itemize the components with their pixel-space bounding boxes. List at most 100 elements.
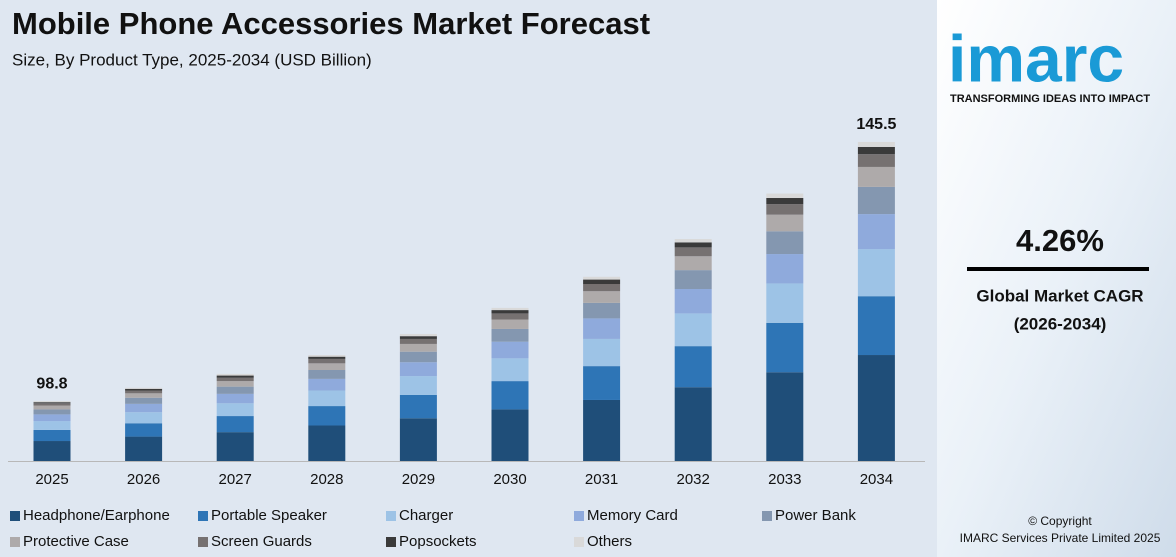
- bar-segment: [491, 409, 529, 461]
- legend-label: Protective Case: [23, 533, 129, 550]
- bar-segment: [125, 390, 163, 394]
- x-tick-label: 2029: [402, 471, 435, 488]
- bar-segment: [399, 418, 437, 461]
- bar-segment: [125, 397, 163, 404]
- bar-segment: [491, 307, 529, 311]
- x-tick-label: 2025: [35, 471, 68, 488]
- bar-segment: [216, 403, 254, 417]
- bar-segment: [766, 372, 804, 461]
- bar-segment: [308, 378, 346, 391]
- bar-segment: [216, 393, 254, 404]
- bar-segment: [766, 214, 804, 232]
- bar-segment: [766, 231, 804, 255]
- bar-segment: [216, 375, 254, 378]
- bar-segment: [583, 338, 621, 367]
- bar-segment: [857, 355, 895, 461]
- legend-label: Popsockets: [399, 533, 477, 550]
- bar-segment: [308, 425, 346, 461]
- bar-segment: [308, 406, 346, 426]
- x-tick-label: 2028: [310, 471, 343, 488]
- bar-segment: [857, 214, 895, 250]
- legend-label: Headphone/Earphone: [23, 507, 170, 524]
- bar-segment: [583, 399, 621, 461]
- bar-segment: [216, 381, 254, 387]
- bar-segment: [33, 441, 71, 461]
- bar-segment: [308, 356, 346, 359]
- bar-segment: [33, 409, 71, 415]
- bar-segment: [857, 154, 895, 167]
- bar-segment: [766, 283, 804, 323]
- bar-segment: [216, 373, 254, 376]
- bar-segment: [491, 328, 529, 342]
- bar-segment: [33, 403, 71, 406]
- bar-segment: [857, 146, 895, 155]
- bar-segment: [857, 166, 895, 187]
- bar-segment: [674, 239, 712, 243]
- bar-segment: [674, 247, 712, 257]
- bar-segment: [308, 358, 346, 364]
- bar-segment: [308, 355, 346, 357]
- legend-swatch: [574, 537, 584, 547]
- bar-segment: [308, 390, 346, 407]
- bar-segment: [308, 363, 346, 371]
- sidebar-background: [937, 0, 1176, 557]
- bar-segment: [33, 405, 71, 410]
- bar-segment: [125, 436, 163, 461]
- bar-segment: [491, 381, 529, 410]
- bar-segment: [766, 204, 804, 215]
- bar-segment: [216, 416, 254, 433]
- bar-segment: [399, 338, 437, 344]
- bar-segment: [674, 346, 712, 388]
- bar-segment: [766, 193, 804, 199]
- bar-segment: [857, 296, 895, 356]
- bar-segment: [583, 276, 621, 280]
- bar-segment: [399, 362, 437, 377]
- bar-segment: [674, 313, 712, 347]
- bar-segment: [216, 377, 254, 382]
- bar-segment: [491, 313, 529, 320]
- x-tick-label: 2034: [860, 471, 893, 488]
- legend-swatch: [10, 511, 20, 521]
- bar-segment: [491, 341, 529, 359]
- bar-segment: [308, 370, 346, 379]
- bar-segment: [583, 302, 621, 319]
- bar-segment: [766, 254, 804, 284]
- bar-segment: [33, 414, 71, 422]
- chart-title: Mobile Phone Accessories Market Forecast: [12, 6, 650, 41]
- bar-segment: [674, 270, 712, 289]
- logo: imarc: [948, 21, 1124, 95]
- x-tick-label: 2033: [768, 471, 801, 488]
- bar-segment: [399, 336, 437, 339]
- bar-segment: [674, 242, 712, 248]
- bar-segment: [125, 387, 163, 389]
- legend-label: Power Bank: [775, 507, 856, 524]
- bar-segment: [33, 402, 71, 404]
- legend-swatch: [386, 537, 396, 547]
- bar-segment: [125, 412, 163, 424]
- legend-label: Portable Speaker: [211, 507, 327, 524]
- bar-segment: [491, 358, 529, 382]
- bar-segment: [399, 343, 437, 352]
- company: IMARC Services Private Limited 2025: [960, 531, 1161, 545]
- bar-segment: [857, 249, 895, 297]
- bar-segment: [216, 386, 254, 394]
- legend-swatch: [386, 511, 396, 521]
- legend-swatch: [574, 511, 584, 521]
- bar-segment: [491, 319, 529, 329]
- bar-segment: [216, 432, 254, 461]
- bar-segment: [399, 394, 437, 419]
- x-tick-label: 2031: [585, 471, 618, 488]
- legend-swatch: [198, 537, 208, 547]
- copyright: © Copyright: [1028, 514, 1092, 528]
- x-tick-label: 2032: [677, 471, 710, 488]
- bar-segment: [399, 351, 437, 363]
- divider: [967, 267, 1149, 271]
- bar-segment: [399, 376, 437, 395]
- bar-segment: [33, 429, 71, 442]
- cagr-value: 4.26%: [1016, 223, 1104, 258]
- bar-segment: [674, 289, 712, 314]
- legend-swatch: [198, 511, 208, 521]
- legend-label: Charger: [399, 507, 453, 524]
- legend-swatch: [10, 537, 20, 547]
